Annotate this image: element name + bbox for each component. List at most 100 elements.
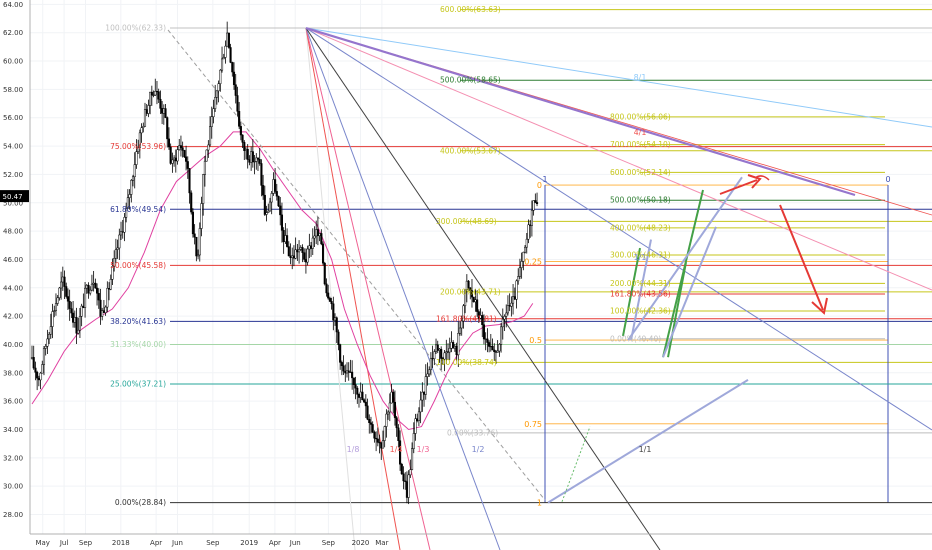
candle-body <box>270 193 273 203</box>
candle-body <box>450 342 453 349</box>
candle-body <box>39 372 42 381</box>
candle-body <box>498 344 501 352</box>
candle-body <box>250 151 253 163</box>
candle-body <box>197 254 200 257</box>
fib-extension-2-label: 400.00%(48.23) <box>610 223 671 232</box>
candle-body <box>159 98 162 109</box>
candle-body <box>321 243 325 264</box>
candle-body <box>72 312 75 323</box>
candle-body <box>41 364 44 374</box>
candle-body <box>145 109 148 114</box>
y-tick-label: 42.00 <box>3 313 23 321</box>
green-ray <box>622 247 641 337</box>
red-arrow-up-head <box>747 174 762 189</box>
candle-body <box>44 346 47 349</box>
candle-body <box>436 344 439 351</box>
candle-body <box>409 469 412 476</box>
candle-body <box>123 217 126 233</box>
x-tick-label: 2020 <box>352 539 370 547</box>
candle-body <box>378 442 381 444</box>
candle-body <box>489 346 492 348</box>
x-tick-label: 2018 <box>112 539 130 547</box>
purple-ray <box>630 239 652 341</box>
candle-body <box>417 411 420 421</box>
gann-box-label: 0.75 <box>524 420 542 429</box>
gann-fan-label: 1/1 <box>634 253 647 262</box>
x-tick-label: Jun <box>289 539 301 547</box>
candle-body <box>239 126 242 136</box>
candle-body <box>506 305 509 314</box>
candle-body <box>167 138 171 148</box>
candle-body <box>407 474 410 498</box>
candle-body <box>275 191 278 197</box>
candle-body <box>190 192 193 213</box>
candle-body <box>505 312 508 317</box>
candle-body <box>530 210 533 226</box>
gann-fan-line <box>305 26 856 197</box>
candle-body <box>80 305 83 317</box>
gann-fan-line <box>305 27 501 550</box>
y-tick-label: 30.00 <box>3 483 23 491</box>
candle-body <box>186 161 189 169</box>
candle-body <box>397 427 400 441</box>
candle-body <box>226 32 229 47</box>
candle-body <box>185 156 188 162</box>
candle-body <box>438 348 441 351</box>
candle-body <box>130 180 133 195</box>
candle-body <box>61 276 64 283</box>
price-axis: 28.00 30.00 32.00 34.00 36.00 38.00 40.00 42.00… <box>0 0 31 534</box>
candle-body <box>433 351 436 360</box>
candle-body <box>30 357 34 359</box>
candle-body <box>431 358 434 360</box>
candle-body <box>357 394 361 398</box>
candle-body <box>494 351 498 353</box>
candle-body <box>48 333 51 340</box>
purple-ray <box>627 176 743 341</box>
candle-body <box>212 108 215 118</box>
candle-body <box>351 371 354 379</box>
candle-body <box>286 235 289 247</box>
candle-body <box>113 258 116 267</box>
candle-body <box>520 261 523 268</box>
vertical-marker-label: 0 <box>885 175 890 184</box>
last-price-badge <box>0 190 29 203</box>
candle-body <box>202 174 205 204</box>
candle-body <box>162 108 165 114</box>
candle-body <box>137 147 140 152</box>
grid <box>30 0 932 534</box>
candle-body <box>446 351 450 353</box>
candle-body <box>60 281 63 289</box>
candle-body <box>333 317 337 321</box>
x-tick-label: Sep <box>79 539 93 547</box>
candle-body <box>470 290 474 298</box>
x-tick-label: May <box>35 539 49 547</box>
candle-body <box>56 297 59 304</box>
gann-fan-line <box>305 27 356 550</box>
x-tick-label: Sep <box>322 539 336 547</box>
candle-body <box>339 344 342 363</box>
candle-body <box>37 377 40 381</box>
candle-body <box>476 299 479 312</box>
candle-body <box>85 284 88 289</box>
candle-body <box>527 224 530 240</box>
candle-body <box>87 284 90 294</box>
candle-body <box>500 326 503 345</box>
candle-body <box>349 371 352 373</box>
candle-body <box>178 145 181 150</box>
purple-support-ray <box>547 379 749 504</box>
candle-body <box>188 168 191 194</box>
candle-body <box>390 391 393 404</box>
fib-retracement-label: 61.80%(49.54) <box>110 205 166 214</box>
candle-body <box>126 197 129 209</box>
candle-body <box>92 282 95 285</box>
candle-body <box>376 438 379 443</box>
candle-body <box>118 234 121 249</box>
candle-body <box>337 331 340 345</box>
fib-extension-lines <box>460 9 932 503</box>
candle-body <box>332 303 335 321</box>
y-tick-label: 58.00 <box>3 86 23 94</box>
fib-extension-label: 100.00%(38.74) <box>436 358 497 367</box>
price-candles <box>30 21 539 505</box>
candle-body <box>263 194 266 215</box>
candle-body <box>200 203 203 229</box>
